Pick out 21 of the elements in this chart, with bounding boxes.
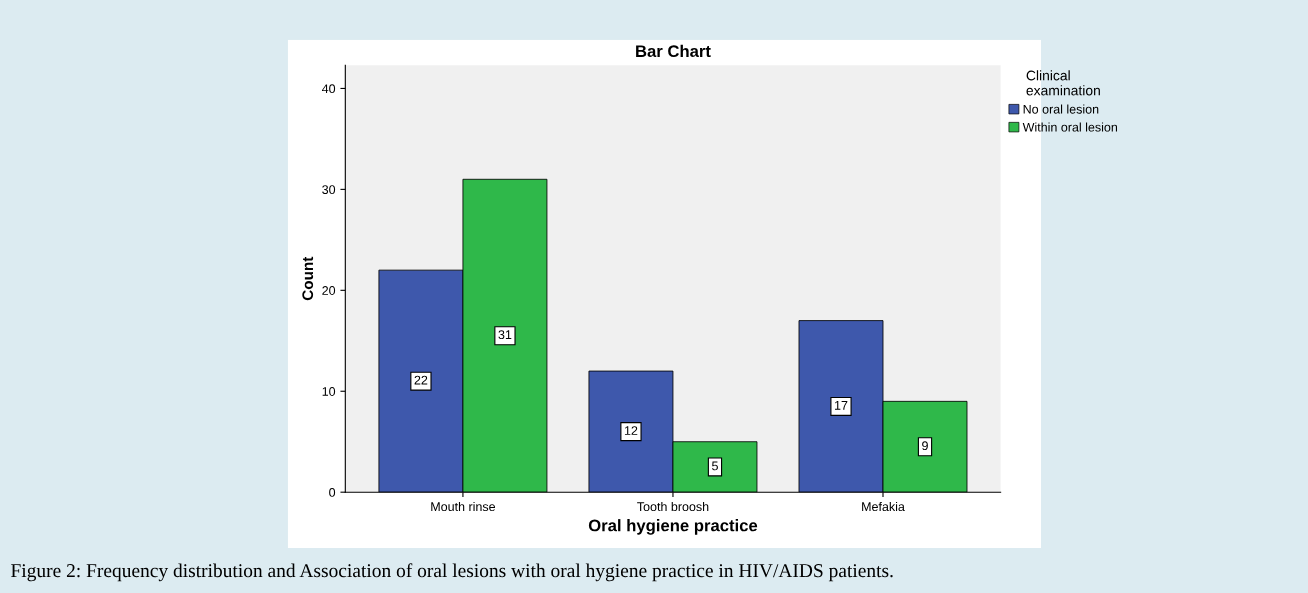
x-axis-title: Oral hygiene practice [588, 519, 758, 535]
y-tick-label: 40 [321, 84, 336, 94]
y-tick-label: 20 [322, 286, 336, 295]
caption: Figure 2: Frequency distribution and Association of oral lesions with oral hygiene practice in HIV/AIDS patients. [11, 563, 893, 582]
y-tick-label: 10 [322, 387, 336, 396]
chart-title: Bar Chart [636, 44, 711, 58]
y-tick-label: 0 [329, 487, 336, 497]
data-label: 17 [835, 401, 848, 410]
x-tick-label: Tooth broosh [637, 501, 709, 512]
y-tick-label: 30 [322, 185, 336, 195]
data-label: 9 [922, 441, 928, 451]
y-axis-title: Count [302, 256, 314, 301]
data-label: 5 [712, 461, 718, 471]
legend-title: Clinical examination [1026, 70, 1100, 96]
data-label: 31 [498, 330, 512, 340]
legend-label: Within oral lesion [1022, 122, 1118, 132]
data-label: 22 [414, 375, 428, 385]
x-tick-label: Mouth rinse [431, 501, 496, 512]
data-label: 12 [624, 426, 638, 435]
legend-label: No oral lesion [1023, 104, 1099, 114]
x-tick-label: Mefakia [862, 501, 905, 512]
